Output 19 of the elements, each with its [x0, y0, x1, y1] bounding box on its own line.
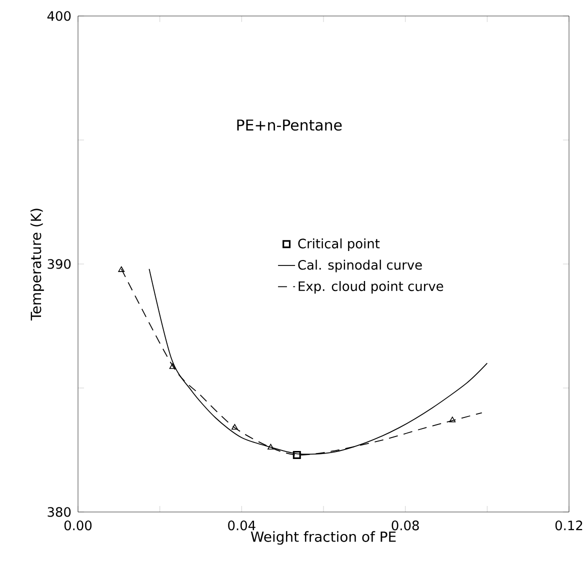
- point: [169, 363, 176, 369]
- point: [118, 266, 125, 272]
- point: [268, 444, 274, 450]
- y-tick-label: 380: [48, 507, 71, 517]
- x-tick-label: 0.08: [392, 520, 419, 530]
- x-tick-label: 0.12: [555, 520, 582, 530]
- point: [449, 416, 456, 422]
- point: [292, 450, 301, 459]
- legend-label: Critical point: [298, 238, 380, 251]
- x-axis-title: Weight fraction of PE: [250, 531, 396, 545]
- x-tick-label: 0.04: [228, 520, 256, 530]
- legend-label: Exp. cloud point curve: [298, 281, 444, 294]
- point: [232, 424, 238, 430]
- x-tick-label: 0.00: [64, 520, 92, 530]
- annotation: PE+n-Pentane: [237, 120, 342, 131]
- legend-label: Cal. spinodal curve: [298, 260, 422, 272]
- y-axis-title: Temperature (K): [30, 208, 44, 320]
- y-tick-label: 400: [47, 11, 71, 21]
- y-tick-label: 390: [48, 259, 71, 269]
